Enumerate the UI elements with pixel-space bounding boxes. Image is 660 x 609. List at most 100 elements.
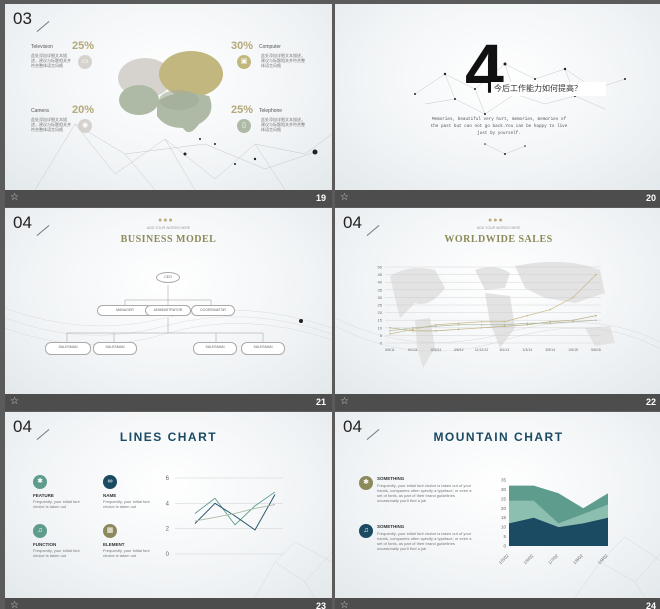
series-line — [194, 504, 276, 522]
series-line — [389, 315, 597, 332]
slide-title: WORLDWIDE SALES — [444, 234, 553, 245]
data-point — [503, 320, 506, 323]
lines-chart: 6 4 2 0 — [166, 476, 283, 558]
y-tick-label: 5 — [503, 534, 506, 539]
section-number: 04 — [13, 213, 32, 232]
x-tick-label: 1/8/02 — [572, 553, 584, 565]
y-tick-label: 15 — [501, 515, 507, 520]
y-tick-label: 0 — [166, 552, 170, 558]
data-point — [457, 328, 460, 331]
slide-title: BUSINESS MODEL — [120, 234, 217, 245]
data-point — [412, 328, 414, 331]
link-icon: ∞ — [103, 475, 117, 489]
y-tick-label: 15 — [378, 318, 383, 323]
slide-thumb-24[interactable]: 04 MOUNTAIN CHART ✱ SOMETHING Frequently… — [335, 412, 660, 609]
x-tick-label: 11/12/12 — [475, 348, 488, 352]
node-ceo: CEO — [156, 272, 180, 283]
y-tick-label: 50 — [378, 265, 383, 270]
y-tick-label: 30 — [378, 295, 383, 300]
world-map-bg — [335, 261, 660, 368]
slide-thumb-20[interactable]: 4 今后工作能力如何提高？ Memories, beautiful very h… — [335, 4, 660, 207]
dots-icon: ●●● — [488, 217, 504, 224]
slide-19-canvas: 03 Television 25% 此处添加详细文本描述，建议与标题相关并符合整… — [5, 4, 332, 190]
slide-thumb-19[interactable]: 03 Television 25% 此处添加详细文本描述，建议与标题相关并符合整… — [5, 4, 332, 207]
data-point — [389, 333, 391, 335]
x-tick-label: 3/6/12 — [454, 348, 464, 352]
y-tick-label: 10 — [378, 325, 383, 330]
x-tick-label: 1/6/02 — [522, 553, 534, 565]
data-point — [572, 319, 574, 321]
y-tick-label: 30 — [501, 487, 507, 492]
tv-icon: ▭ — [78, 55, 92, 69]
y-tick-label: 0 — [380, 341, 383, 346]
star-icon[interactable]: ☆ — [340, 600, 349, 609]
node-coordinator: COORDINATOR — [191, 305, 235, 316]
section-number: 03 — [13, 9, 32, 28]
slide-thumb-23[interactable]: 04 LINES CHART ✱ FEATURE Frequently, you… — [5, 412, 332, 609]
mountain-chart: 35 30 25 20 15 10 5 0 1/5/02 1/6/02 1/7/02 1/8/02 1/… — [498, 478, 609, 566]
data-point — [549, 322, 552, 325]
data-point — [526, 314, 529, 317]
slide-title: MOUNTAIN CHART — [433, 430, 564, 444]
star-icon[interactable]: ☆ — [10, 600, 19, 609]
x-tick-label: 1/5/15 — [568, 348, 578, 352]
data-point — [503, 323, 506, 326]
data-point — [549, 320, 552, 323]
area-series — [509, 517, 608, 546]
y-tick-label: 25 — [378, 303, 383, 308]
x-tick-label: 6/1/13 — [500, 348, 510, 352]
data-point — [434, 325, 437, 328]
data-point — [526, 322, 529, 325]
star-icon[interactable]: ☆ — [10, 396, 19, 407]
data-point — [595, 319, 597, 321]
network-lines — [34, 123, 332, 190]
body-text: Memories, beautiful very hurt, memories,… — [430, 117, 568, 136]
y-tick-label: 5 — [380, 333, 383, 338]
data-point — [526, 323, 529, 326]
data-point — [572, 296, 574, 299]
y-tick-label: 0 — [503, 544, 506, 549]
data-point — [549, 308, 552, 311]
wave-lines — [5, 285, 332, 345]
x-tick-label: 6/1/11 — [408, 348, 418, 352]
data-point — [480, 323, 483, 326]
section-number: 04 — [343, 417, 362, 436]
data-point — [434, 323, 437, 326]
star-icon[interactable]: ☆ — [340, 396, 349, 407]
y-tick-label: 35 — [501, 478, 507, 483]
slide-footer: ☆ 22 — [335, 394, 660, 411]
x-tick-label: 1/3/14 — [522, 348, 532, 352]
monitor-icon: ▣ — [237, 55, 251, 69]
data-point — [457, 322, 460, 325]
slide-thumb-21[interactable]: 04 ●●● ADD YOUR WORDS HERE BUSINESS MODE… — [5, 208, 332, 411]
slide-footer: ☆ 23 — [5, 598, 332, 609]
y-tick-label: 25 — [501, 496, 507, 501]
data-point — [595, 314, 597, 317]
slide-24-canvas: 04 MOUNTAIN CHART ✱ SOMETHING Frequently… — [335, 412, 660, 598]
bell-icon: ♫ — [33, 524, 47, 538]
star-icon[interactable]: ☆ — [10, 192, 19, 203]
star-icon[interactable]: ☆ — [340, 192, 349, 203]
slide-number: 21 — [315, 397, 326, 407]
series-line — [194, 494, 276, 531]
slide-footer: ☆ 20 — [335, 190, 660, 207]
camera-icon: ◉ — [78, 119, 92, 133]
node-salesman: SALESMAN — [45, 342, 91, 355]
slide-footer: ☆ 21 — [5, 394, 332, 411]
node-administrator: ADMINISTRATOR — [145, 305, 191, 316]
y-tick-label: 2 — [166, 527, 170, 533]
slide-thumb-22[interactable]: 04 ●●● ADD YOUR WORDS HERE WORLDWIDE SAL… — [335, 208, 660, 411]
worldwide-sales-chart: 0 5 10 15 20 25 30 35 40 45 50 5/6/11 6/1/11 10/6/11 3… — [378, 265, 601, 352]
section-number: 04 — [343, 213, 362, 232]
series-line — [194, 491, 276, 526]
slide-number: 23 — [315, 601, 326, 609]
slide-number: 22 — [645, 397, 656, 407]
slide-title: LINES CHART — [119, 430, 218, 444]
node-salesman: SALESMAN — [241, 342, 285, 355]
data-point — [434, 330, 437, 332]
headline-box: 今后工作能力如何提高？ — [491, 82, 606, 96]
brain-diagram — [118, 51, 223, 133]
y-tick-label: 35 — [378, 287, 383, 292]
x-tick-label: 10/6/11 — [430, 348, 441, 352]
